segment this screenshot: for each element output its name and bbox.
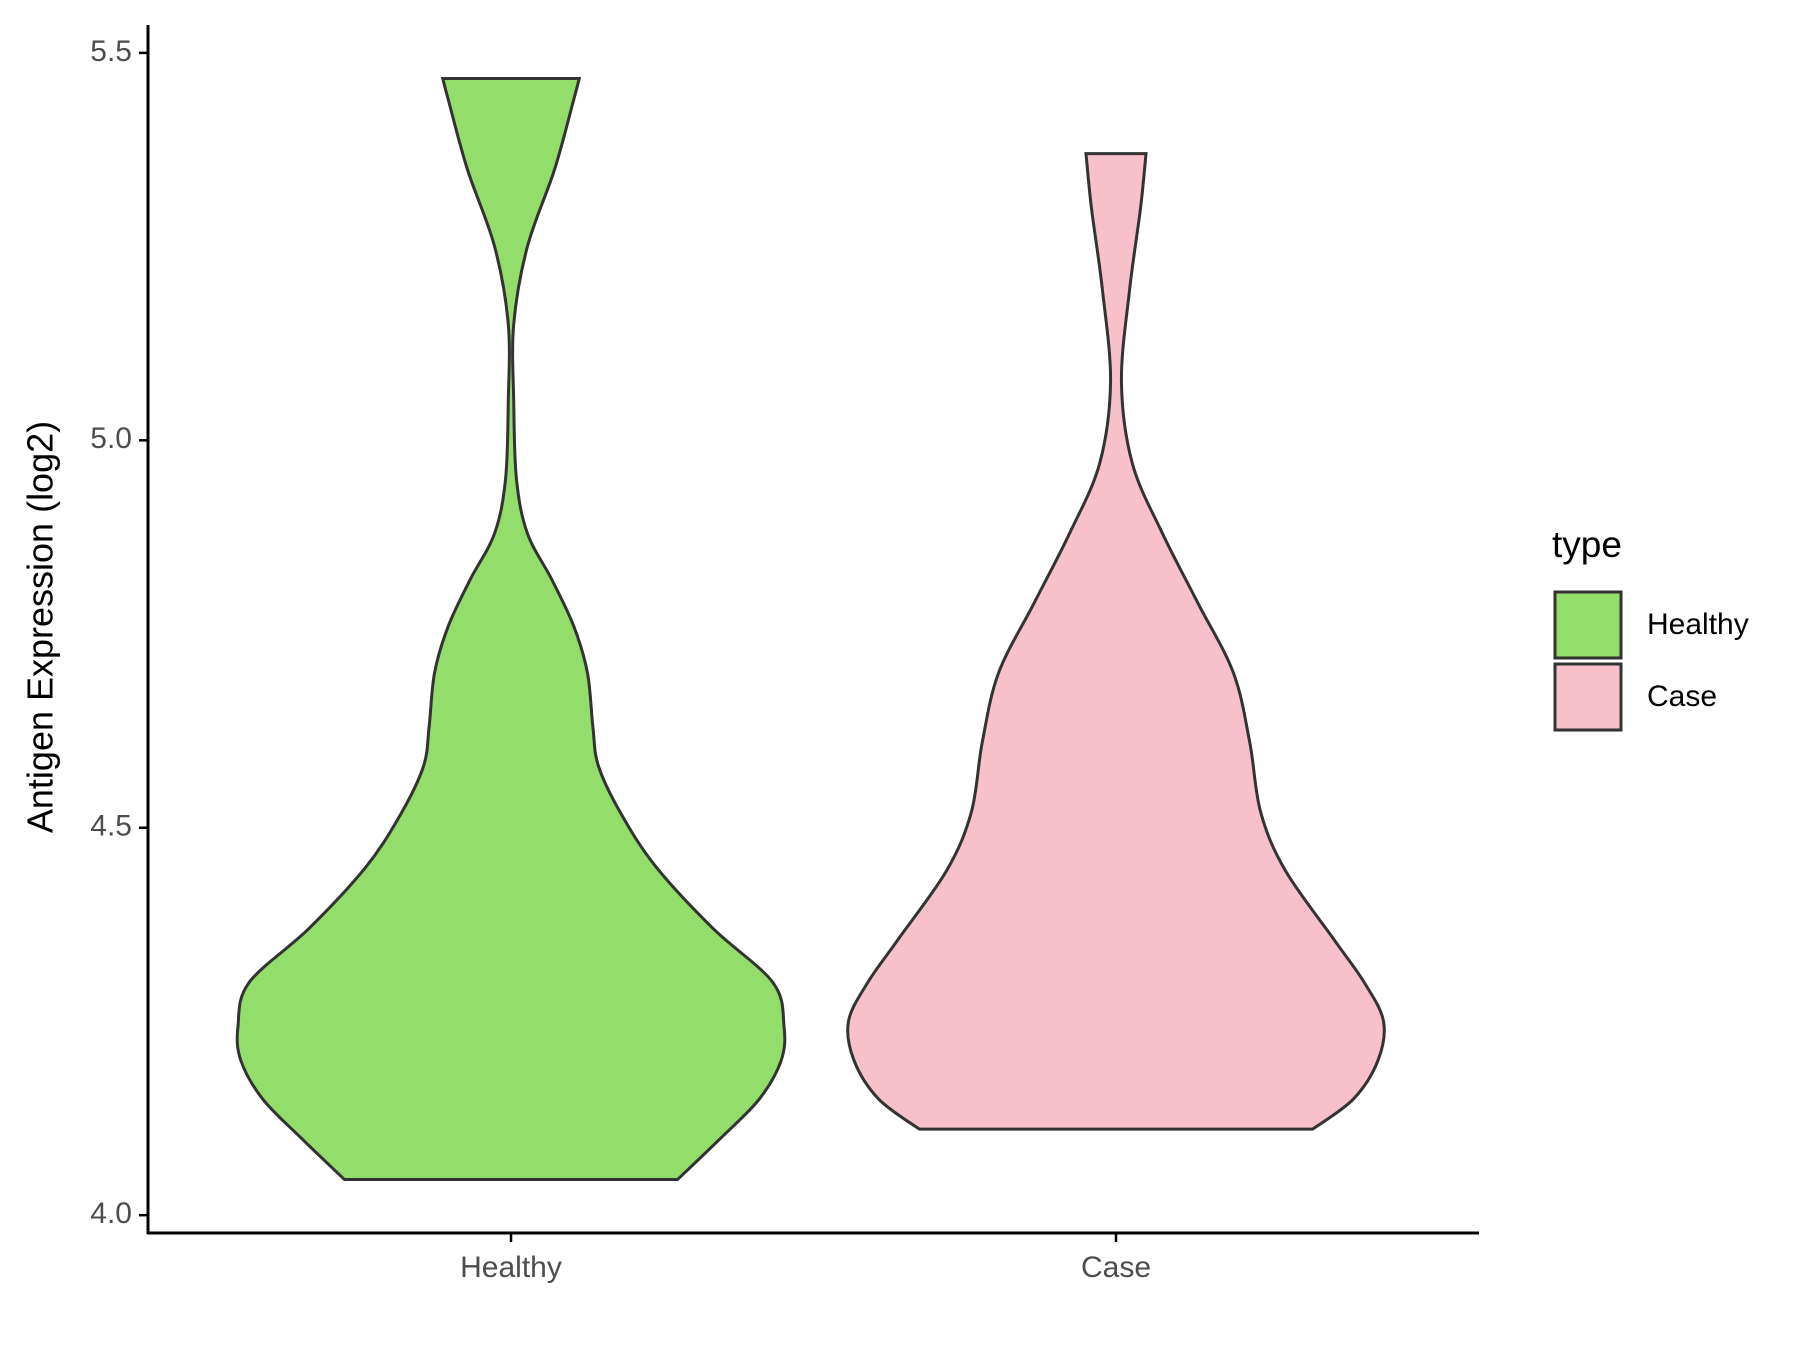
y-tick-label: 5.0 bbox=[90, 422, 132, 455]
legend-label: Case bbox=[1647, 680, 1717, 713]
y-tick-label: 5.5 bbox=[90, 35, 132, 68]
legend-key bbox=[1553, 590, 1623, 660]
legend-label: Healthy bbox=[1647, 608, 1749, 641]
y-axis-title: Antigen Expression (log2) bbox=[20, 421, 61, 833]
legend-title: type bbox=[1552, 524, 1622, 565]
violin bbox=[846, 152, 1386, 1131]
x-tick-label: Case bbox=[1081, 1251, 1151, 1284]
legend-key bbox=[1553, 662, 1623, 732]
y-tick-label: 4.5 bbox=[90, 810, 132, 843]
y-tick-label: 4.0 bbox=[90, 1197, 132, 1230]
violin bbox=[235, 76, 787, 1182]
x-tick-label: Healthy bbox=[460, 1251, 562, 1284]
